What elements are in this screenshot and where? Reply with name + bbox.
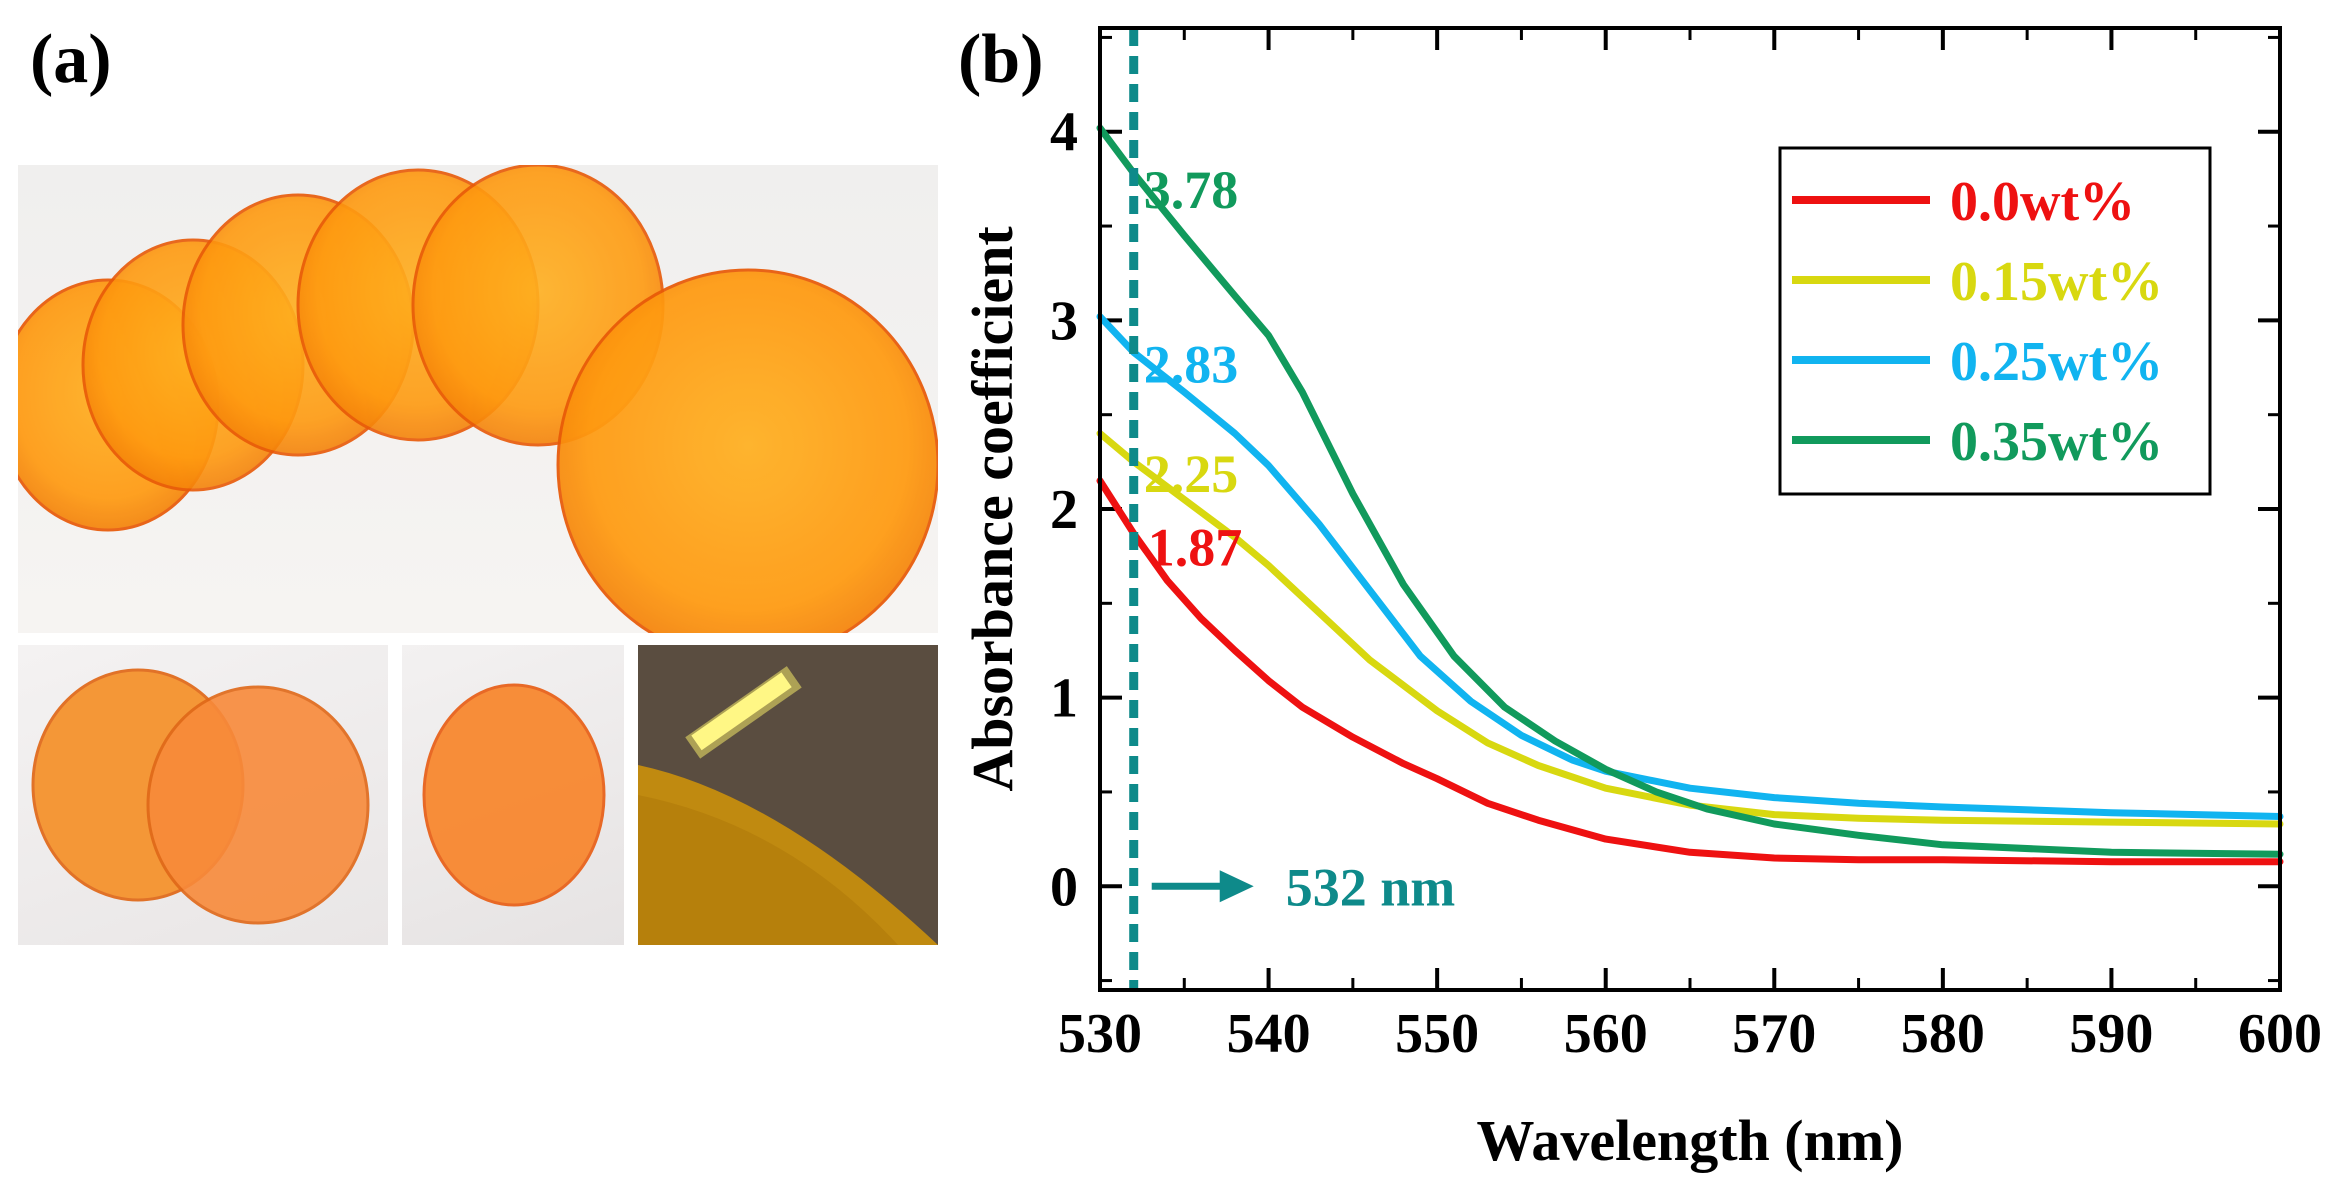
x-tick-label: 570	[1732, 1003, 1816, 1065]
y-tick-label: 4	[1050, 102, 1078, 164]
legend-label: 0.0wt%	[1950, 171, 2135, 233]
annotation-2-25: 2.25	[1144, 444, 1239, 504]
x-tick-label: 580	[1901, 1003, 1985, 1065]
marker-label: 532 nm	[1286, 857, 1456, 917]
x-tick-label: 550	[1395, 1003, 1479, 1065]
series-line-00wt	[1096, 477, 2284, 866]
y-axis-label: Absorbance coefficient	[960, 226, 1025, 792]
legend-label: 0.25wt%	[1950, 331, 2163, 393]
y-tick-label: 3	[1050, 290, 1078, 352]
panel-label-a: (a)	[30, 21, 112, 98]
x-axis-label: Wavelength (nm)	[1477, 1108, 1904, 1173]
y-tick-label: 0	[1050, 856, 1078, 918]
filter-discs-illustration	[18, 165, 938, 633]
series-line-025wt	[1096, 313, 2284, 820]
two-discs-illustration	[31, 668, 370, 925]
annotation-3-78: 3.78	[1144, 160, 1239, 220]
lamp-illustration	[638, 645, 938, 945]
x-tick-label: 530	[1058, 1003, 1142, 1065]
annotation-1-87: 1.87	[1148, 518, 1243, 578]
x-tick-label: 540	[1227, 1003, 1311, 1065]
legend: 0.0wt% 0.15wt% 0.25wt% 0.35wt%	[1778, 146, 2212, 496]
photo-single-disc	[402, 645, 624, 945]
photo-filter-discs	[18, 165, 938, 633]
x-tick-label: 560	[1564, 1003, 1648, 1065]
plot-frame	[1098, 26, 2282, 992]
x-tick-label: 600	[2238, 1003, 2322, 1065]
panel-label-b: (b)	[958, 21, 1044, 98]
y-tick-label: 2	[1050, 479, 1078, 541]
photo-filter-with-lamp	[638, 645, 938, 945]
legend-label: 0.15wt%	[1950, 251, 2163, 313]
series-line-035wt	[1096, 124, 2284, 858]
photo-two-discs	[18, 645, 388, 945]
single-disc-illustration	[422, 683, 606, 907]
y-tick-label: 1	[1050, 668, 1078, 730]
annotation-2-83: 2.83	[1144, 334, 1239, 394]
series-line-015wt	[1096, 430, 2284, 828]
marker-arrow-head	[1219, 870, 1254, 903]
legend-label: 0.35wt%	[1950, 411, 2163, 473]
x-tick-label: 590	[2069, 1003, 2153, 1065]
